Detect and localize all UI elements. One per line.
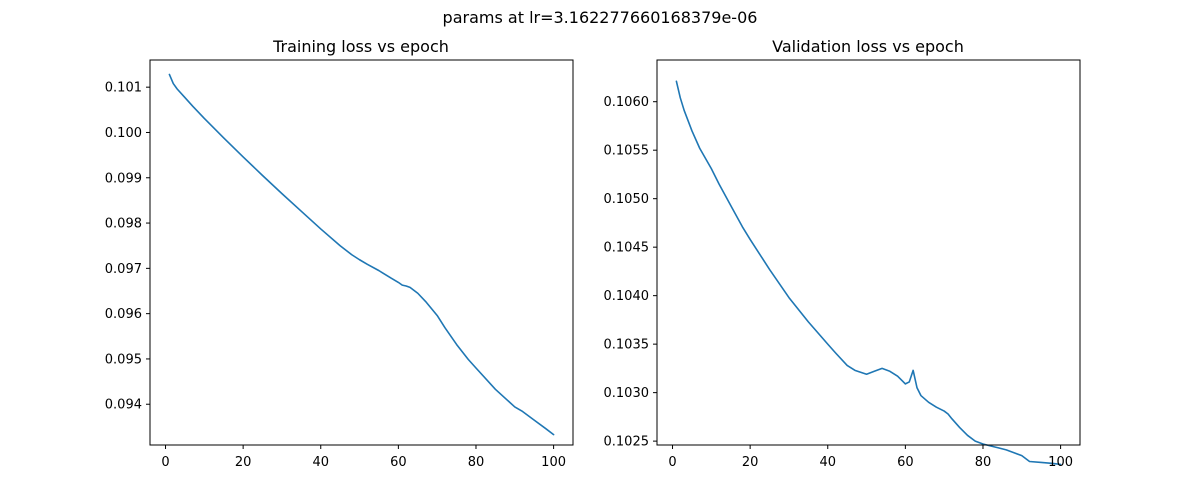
validation-loss-ytick-label: 0.1025 (604, 435, 650, 450)
training-loss-xtick-label: 80 (468, 455, 485, 470)
training-loss-axes-frame (149, 59, 574, 446)
validation-loss-xtick-label: 20 (742, 455, 759, 470)
validation-loss-title: Validation loss vs epoch (772, 37, 964, 56)
validation-loss-ytick-label: 0.1035 (604, 338, 650, 353)
training-loss-panel: Training loss vs epoch 0 20 40 60 80 100 0.094… (105, 37, 574, 470)
training-loss-ytick-label: 0.095 (105, 352, 142, 367)
validation-loss-ytick-label: 0.1050 (604, 192, 650, 207)
validation-loss-ytick-label: 0.1030 (604, 386, 650, 401)
validation-loss-ytick-label: 0.1045 (604, 241, 650, 256)
training-loss-ytick-label: 0.096 (105, 307, 142, 322)
training-loss-series-line (168, 73, 555, 436)
training-loss-ytick-label: 0.098 (105, 217, 142, 232)
training-loss-xtick-label: 40 (312, 455, 329, 470)
validation-loss-panel: Validation loss vs epoch 0 20 40 60 80 100 0.1… (604, 37, 1081, 470)
validation-loss-xtick-label: 100 (1048, 455, 1073, 470)
training-loss-title: Training loss vs epoch (272, 37, 449, 56)
training-loss-xtick-label: 0 (161, 455, 169, 470)
training-loss-xtick-label: 100 (541, 455, 566, 470)
training-loss-xtick-label: 60 (390, 455, 407, 470)
training-loss-xtick-label: 20 (235, 455, 252, 470)
validation-loss-axes-frame (656, 59, 1081, 446)
validation-loss-xtick-label: 40 (819, 455, 836, 470)
validation-loss-ytick-label: 0.1060 (604, 95, 650, 110)
validation-loss-ytick-label: 0.1055 (604, 144, 650, 159)
training-loss-ytick-label: 0.094 (105, 398, 142, 413)
validation-loss-xtick-label: 60 (897, 455, 914, 470)
validation-loss-series-line (675, 80, 1062, 466)
training-loss-ytick-label: 0.101 (105, 81, 142, 96)
validation-loss-ytick-label: 0.1040 (604, 289, 650, 304)
training-loss-ytick-label: 0.100 (105, 126, 142, 141)
validation-loss-xtick-label: 80 (975, 455, 992, 470)
figure-suptitle: params at lr=3.162277660168379e-06 (443, 8, 758, 27)
validation-loss-xtick-label: 0 (668, 455, 676, 470)
training-loss-ytick-label: 0.099 (105, 171, 142, 186)
training-loss-ytick-label: 0.097 (105, 262, 142, 277)
